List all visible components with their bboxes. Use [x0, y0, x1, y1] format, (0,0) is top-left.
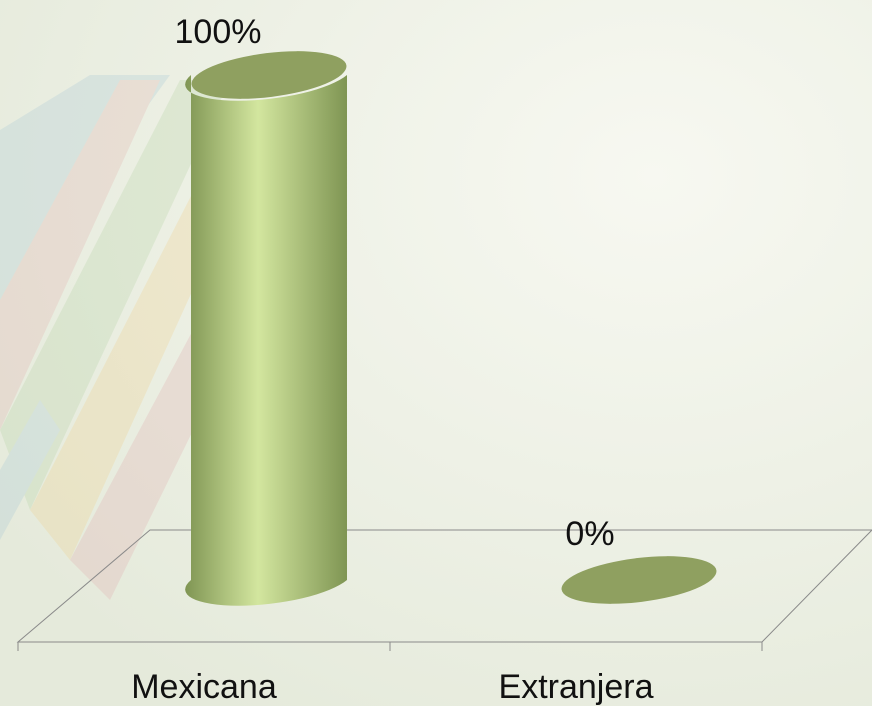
labels-group: 100% 0% Mexicana Extranjera	[131, 13, 653, 706]
x-tick-label-mexicana: Mexicana	[131, 668, 277, 706]
x-tick-label-extranjera: Extranjera	[499, 668, 654, 706]
bar-body	[185, 75, 347, 606]
bar-top	[561, 556, 717, 604]
bars-group	[185, 51, 717, 606]
chart-floor	[16, 529, 872, 651]
value-label-extranjera: 0%	[565, 515, 614, 553]
bar-mexicana	[185, 51, 347, 606]
bar-top	[191, 51, 347, 99]
bar-extranjera	[561, 556, 717, 604]
value-label-mexicana: 100%	[175, 13, 262, 51]
